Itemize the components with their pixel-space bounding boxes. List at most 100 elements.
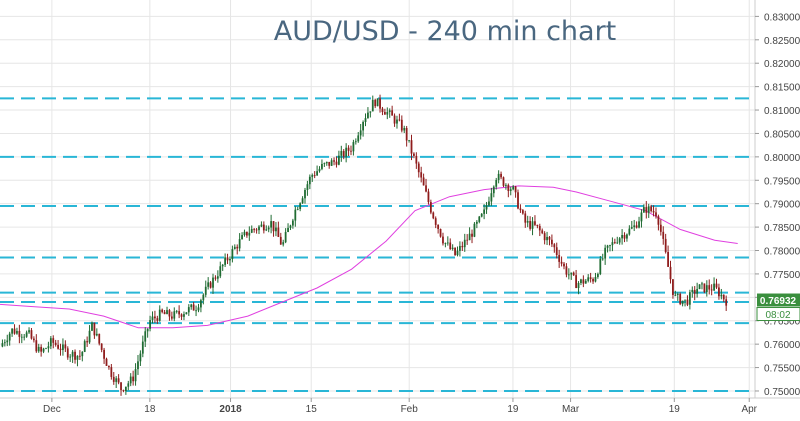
candle-body [18, 330, 21, 337]
candle-body [456, 250, 459, 256]
candle-body [521, 210, 524, 214]
candle-body [321, 163, 323, 169]
candle-body [120, 382, 122, 391]
candle-body [425, 185, 427, 192]
candle-body [633, 225, 636, 228]
candle-body [509, 189, 512, 192]
candle-body [134, 369, 137, 382]
candle-body [57, 344, 59, 349]
candle-body [323, 163, 326, 165]
candle-body [32, 338, 35, 341]
candle-body [202, 294, 205, 301]
candle-body [170, 316, 173, 319]
candle-body [381, 108, 384, 113]
candle-body [388, 110, 391, 113]
y-tick-label: 0.83000 [764, 12, 800, 23]
candle-body [204, 286, 207, 295]
candle-body [623, 234, 626, 239]
candle-body [575, 275, 578, 288]
candle-body [49, 338, 52, 347]
candle-body [175, 311, 178, 312]
candle-body [640, 212, 643, 222]
candle-body [437, 224, 440, 230]
candle-body [696, 288, 699, 294]
candle-body [282, 242, 285, 245]
candle-body [558, 254, 561, 262]
candle-body [626, 234, 628, 239]
candle-body [664, 238, 667, 253]
y-tick-label: 0.80500 [764, 129, 800, 140]
candle-body [318, 168, 321, 172]
x-tick-label: Apr [741, 404, 757, 415]
y-tick-label: 0.78500 [764, 223, 800, 234]
candle-body [260, 224, 263, 227]
candle-body [250, 229, 253, 233]
candle-body [691, 289, 694, 293]
x-tick-label: 2018 [219, 404, 242, 415]
candle-body [83, 341, 86, 352]
candle-body [604, 247, 607, 259]
candle-body [577, 282, 580, 288]
candle-body [3, 342, 6, 344]
candle-body [386, 112, 389, 115]
candle-body [156, 318, 159, 321]
candle-body [178, 311, 181, 315]
candle-body [710, 289, 713, 291]
candle-body [587, 277, 590, 281]
candle-body [364, 118, 367, 122]
candle-body [611, 242, 614, 246]
candle-body [294, 209, 297, 221]
candle-body [146, 328, 149, 332]
candle-body [703, 283, 706, 293]
candle-body [432, 212, 435, 219]
candle-body [231, 249, 234, 259]
candle-body [483, 209, 486, 214]
candle-body [536, 224, 539, 226]
candle-body [112, 376, 115, 382]
candle-body [149, 320, 151, 329]
candle-body [91, 322, 93, 331]
candle-body [357, 135, 360, 142]
candle-body [117, 378, 120, 383]
x-tick-label: 18 [144, 404, 156, 415]
candle-body [163, 312, 166, 315]
candle-body [95, 333, 98, 336]
candle-body [531, 221, 534, 229]
candle-body [599, 258, 602, 274]
candle-body [154, 316, 156, 319]
candle-body [299, 203, 302, 210]
candle-body [512, 186, 515, 190]
candle-body [684, 299, 686, 301]
candle-body [621, 234, 623, 239]
candle-body [451, 247, 454, 249]
candle-body [362, 121, 364, 131]
candle-body [367, 112, 369, 119]
countdown-tag [756, 307, 800, 322]
candle-body [168, 310, 171, 317]
candle-body [546, 236, 548, 241]
candle-body [105, 358, 108, 366]
x-tick-label: 15 [306, 404, 318, 415]
candle-body [40, 346, 43, 352]
candle-body [71, 351, 74, 357]
candle-body [330, 160, 333, 166]
candle-body [502, 177, 505, 186]
x-tick-label: 19 [669, 404, 681, 415]
candle-body [383, 112, 386, 115]
candle-body [446, 242, 449, 244]
candle-body [601, 258, 604, 260]
candle-body [459, 245, 461, 251]
x-tick-label: Mar [562, 404, 580, 415]
candle-body [582, 279, 585, 284]
candle-body [166, 310, 168, 315]
candle-body [720, 294, 723, 297]
candle-body [635, 225, 638, 228]
y-tick-label: 0.79500 [764, 176, 800, 187]
candle-body [475, 221, 478, 224]
candle-body [197, 307, 200, 311]
candle-body [127, 383, 130, 387]
candle-body [376, 98, 379, 107]
candle-body [325, 161, 328, 164]
